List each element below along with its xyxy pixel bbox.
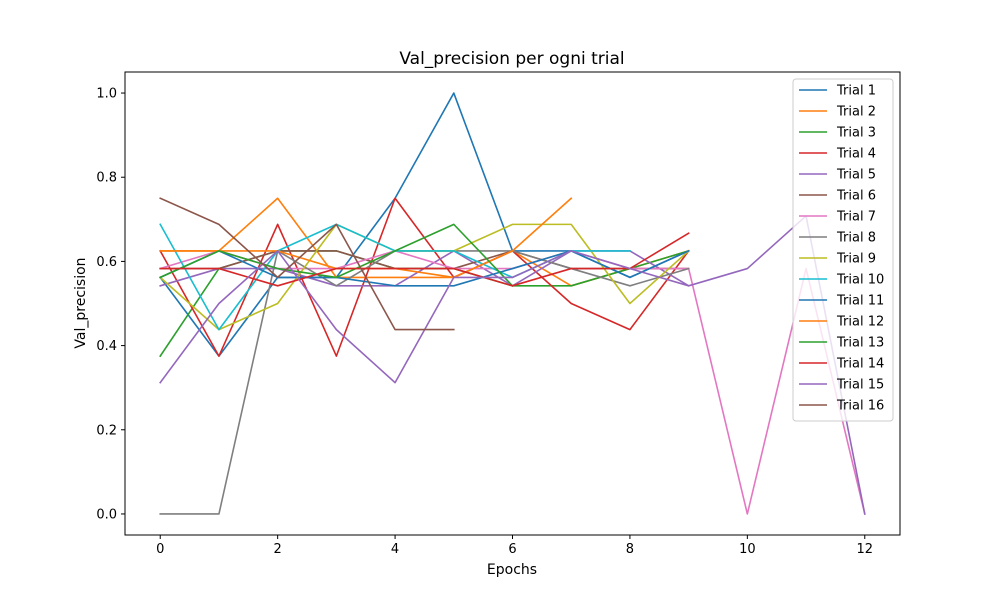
legend-entry: Trial 11 (836, 294, 884, 309)
series-line-trial-13 (159, 223, 514, 287)
x-tick-label: 10 (739, 542, 756, 557)
legend: Trial 1 Trial 2 Trial 3 Trial 4 Trial 5 Trial… (792, 78, 894, 422)
series-line-trial-11 (159, 249, 690, 287)
legend-entry: Trial 4 (836, 147, 876, 162)
legend-entry: Trial 6 (836, 189, 876, 204)
x-tick-label: 8 (626, 542, 634, 557)
ticks-layer: 0 2 4 6 8 10 12 0.0 0.2 0.4 0.6 0.8 1.0 (96, 87, 873, 557)
legend-entry: Trial 9 (836, 252, 876, 267)
legend-entry: Trial 1 (836, 84, 876, 99)
y-axis-label: Val_precision (73, 257, 89, 348)
x-axis-label: Epochs (487, 562, 537, 578)
legend-entry: Trial 16 (836, 399, 884, 414)
legend-entry: Trial 14 (836, 357, 884, 372)
legend-box (792, 78, 894, 422)
y-tick-label: 0.2 (96, 423, 117, 438)
series-line-trial-15 (159, 215, 866, 515)
y-tick-label: 0.4 (96, 339, 117, 354)
legend-entry: Trial 7 (836, 210, 876, 225)
x-tick-label: 12 (856, 542, 873, 557)
legend-entry: Trial 10 (836, 273, 884, 288)
legend-entry: Trial 12 (836, 315, 884, 330)
x-tick-label: 2 (274, 542, 282, 557)
y-tick-label: 0.0 (96, 507, 117, 522)
legend-entry: Trial 13 (836, 336, 884, 351)
legend-entry: Trial 8 (836, 231, 876, 246)
x-tick-label: 6 (508, 542, 516, 557)
legend-entry: Trial 3 (836, 126, 876, 141)
legend-entry: Trial 2 (836, 105, 876, 120)
y-tick-label: 0.6 (96, 255, 117, 270)
y-tick-label: 1.0 (96, 87, 117, 102)
legend-entry: Trial 5 (836, 168, 876, 183)
plot-area (125, 72, 900, 535)
x-tick-label: 0 (156, 542, 164, 557)
legend-entry: Trial 15 (836, 378, 884, 393)
y-tick-label: 0.8 (96, 171, 117, 186)
series-layer (159, 92, 866, 515)
series-line-trial-16 (159, 197, 455, 331)
chart-title: Val_precision per ogni trial (399, 49, 624, 69)
x-tick-label: 4 (391, 542, 399, 557)
